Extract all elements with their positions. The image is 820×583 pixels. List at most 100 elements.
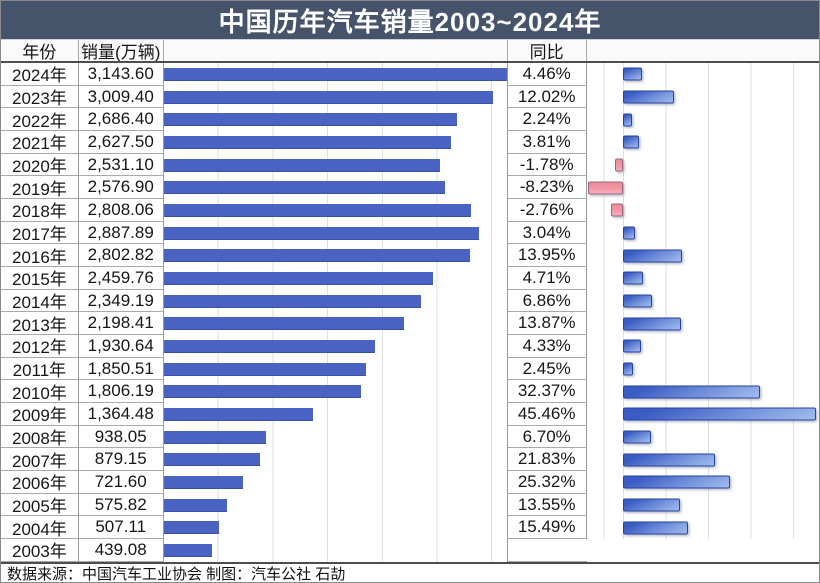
year-cell: 2006年 [1, 471, 79, 494]
sales-bar [163, 181, 446, 195]
yoy-bar-cell [586, 108, 819, 132]
yoy-value-cell: 32.37% [507, 380, 587, 404]
year-cell: 2012年 [1, 335, 79, 358]
yoy-value-cell: 4.71% [507, 267, 587, 290]
yoy-bar-negative [587, 181, 623, 195]
year-cell: 2015年 [1, 267, 79, 290]
yoy-bar-positive [622, 90, 674, 104]
yoy-bar-positive [622, 113, 633, 127]
year-cell: 2003年 [1, 539, 79, 562]
sales-bar-cell [163, 471, 508, 494]
sales-value-cell: 575.82 [78, 493, 164, 517]
yoy-bar-cell [586, 357, 819, 381]
sales-bar [163, 226, 480, 240]
sales-value-cell: 2,576.90 [78, 176, 164, 200]
yoy-bar-positive [622, 475, 731, 489]
sales-bar-cell [163, 357, 508, 381]
year-cell: 2009年 [1, 403, 79, 426]
sales-value-cell: 2,887.89 [78, 221, 164, 245]
yoy-value-cell: 21.83% [507, 448, 587, 472]
sales-bar-cell [163, 131, 508, 154]
yoy-value-cell: 3.04% [507, 221, 587, 245]
sales-bar-cell [163, 448, 508, 472]
sales-bar-cell [163, 516, 508, 540]
sales-value-cell: 1,364.48 [78, 403, 164, 426]
sales-bar [163, 113, 458, 127]
sales-bar [163, 203, 471, 217]
sales-bar [163, 135, 451, 149]
yoy-bar-cell [586, 221, 819, 245]
sales-bar-cell [163, 176, 508, 200]
sales-value-cell: 1,930.64 [78, 335, 164, 358]
year-cell: 2011年 [1, 357, 79, 381]
yoy-bar-negative [610, 203, 623, 217]
sales-value-cell: 879.15 [78, 448, 164, 472]
sales-bar-cell [163, 63, 508, 86]
table-row: 2021年 2,627.50 3.81% [1, 131, 819, 154]
yoy-value-cell: 25.32% [507, 471, 587, 494]
header-yoy: 同比 [507, 40, 587, 61]
table-row: 2004年 507.11 15.49% [1, 516, 819, 540]
yoy-value-cell: 15.49% [507, 516, 587, 540]
table-row: 2006年 721.60 25.32% [1, 471, 819, 494]
sales-bar [163, 475, 243, 489]
table-row: 2009年 1,364.48 45.46% [1, 403, 819, 426]
yoy-value-cell: 3.81% [507, 131, 587, 154]
year-cell: 2016年 [1, 244, 79, 268]
yoy-value-cell: 13.55% [507, 493, 587, 517]
sales-bar-cell [163, 85, 508, 109]
sales-bar [163, 294, 421, 308]
sales-bar-cell [163, 267, 508, 290]
sales-value-cell: 507.11 [78, 516, 164, 540]
yoy-bar-positive [622, 498, 681, 512]
year-cell: 2008年 [1, 425, 79, 449]
yoy-bar-cell [586, 131, 819, 154]
yoy-value-cell [507, 539, 587, 562]
sales-value-cell: 2,459.76 [78, 267, 164, 290]
table-row: 2024年 3,143.60 4.46% [1, 63, 819, 86]
year-cell: 2022年 [1, 108, 79, 132]
yoy-bar-positive [622, 249, 682, 263]
sales-bar [163, 453, 260, 467]
yoy-bar-cell [587, 539, 819, 562]
yoy-bar-positive [622, 385, 761, 399]
table-body: 2024年 3,143.60 4.46% 2023年 3,009.40 12.02% 202… [1, 63, 819, 562]
sales-bar [163, 362, 366, 376]
yoy-bar-positive [622, 294, 652, 308]
sales-value-cell: 2,808.06 [78, 199, 164, 222]
yoy-bar-cell [586, 312, 819, 336]
sales-value-cell: 2,531.10 [78, 153, 164, 177]
sales-value-cell: 439.08 [78, 539, 164, 562]
table-row: 2014年 2,349.19 6.86% [1, 289, 819, 313]
year-cell: 2021年 [1, 131, 79, 154]
sales-bar [163, 339, 375, 353]
year-cell: 2010年 [1, 380, 79, 404]
yoy-bar-positive [622, 521, 689, 535]
sales-bar [163, 90, 493, 104]
yoy-bar-positive [622, 430, 652, 444]
yoy-bar-positive [622, 339, 641, 353]
sales-value-cell: 1,850.51 [78, 357, 164, 381]
header-sales-chart-spacer [163, 40, 508, 61]
sales-bar [163, 385, 362, 399]
yoy-bar-positive [622, 362, 633, 376]
sales-bar-cell [163, 493, 508, 517]
sales-bar-cell [163, 153, 508, 177]
yoy-value-cell: 6.70% [507, 425, 587, 449]
yoy-bar-positive [622, 135, 639, 149]
table-row: 2012年 1,930.64 4.33% [1, 335, 819, 358]
table-row: 2010年 1,806.19 32.37% [1, 380, 819, 404]
yoy-bar-positive [622, 453, 716, 467]
yoy-value-cell: -2.76% [507, 199, 587, 222]
year-cell: 2020年 [1, 153, 79, 177]
yoy-value-cell: 4.33% [507, 335, 587, 358]
yoy-bar-cell [586, 244, 819, 268]
sales-bar [163, 67, 507, 81]
table-row: 2007年 879.15 21.83% [1, 448, 819, 472]
table-row: 2017年 2,887.89 3.04% [1, 221, 819, 245]
yoy-bar-positive [622, 317, 682, 331]
table-row: 2023年 3,009.40 12.02% [1, 85, 819, 109]
sales-value-cell: 3,143.60 [78, 63, 164, 86]
yoy-bar-positive [622, 67, 642, 81]
yoy-bar-cell [586, 493, 819, 517]
